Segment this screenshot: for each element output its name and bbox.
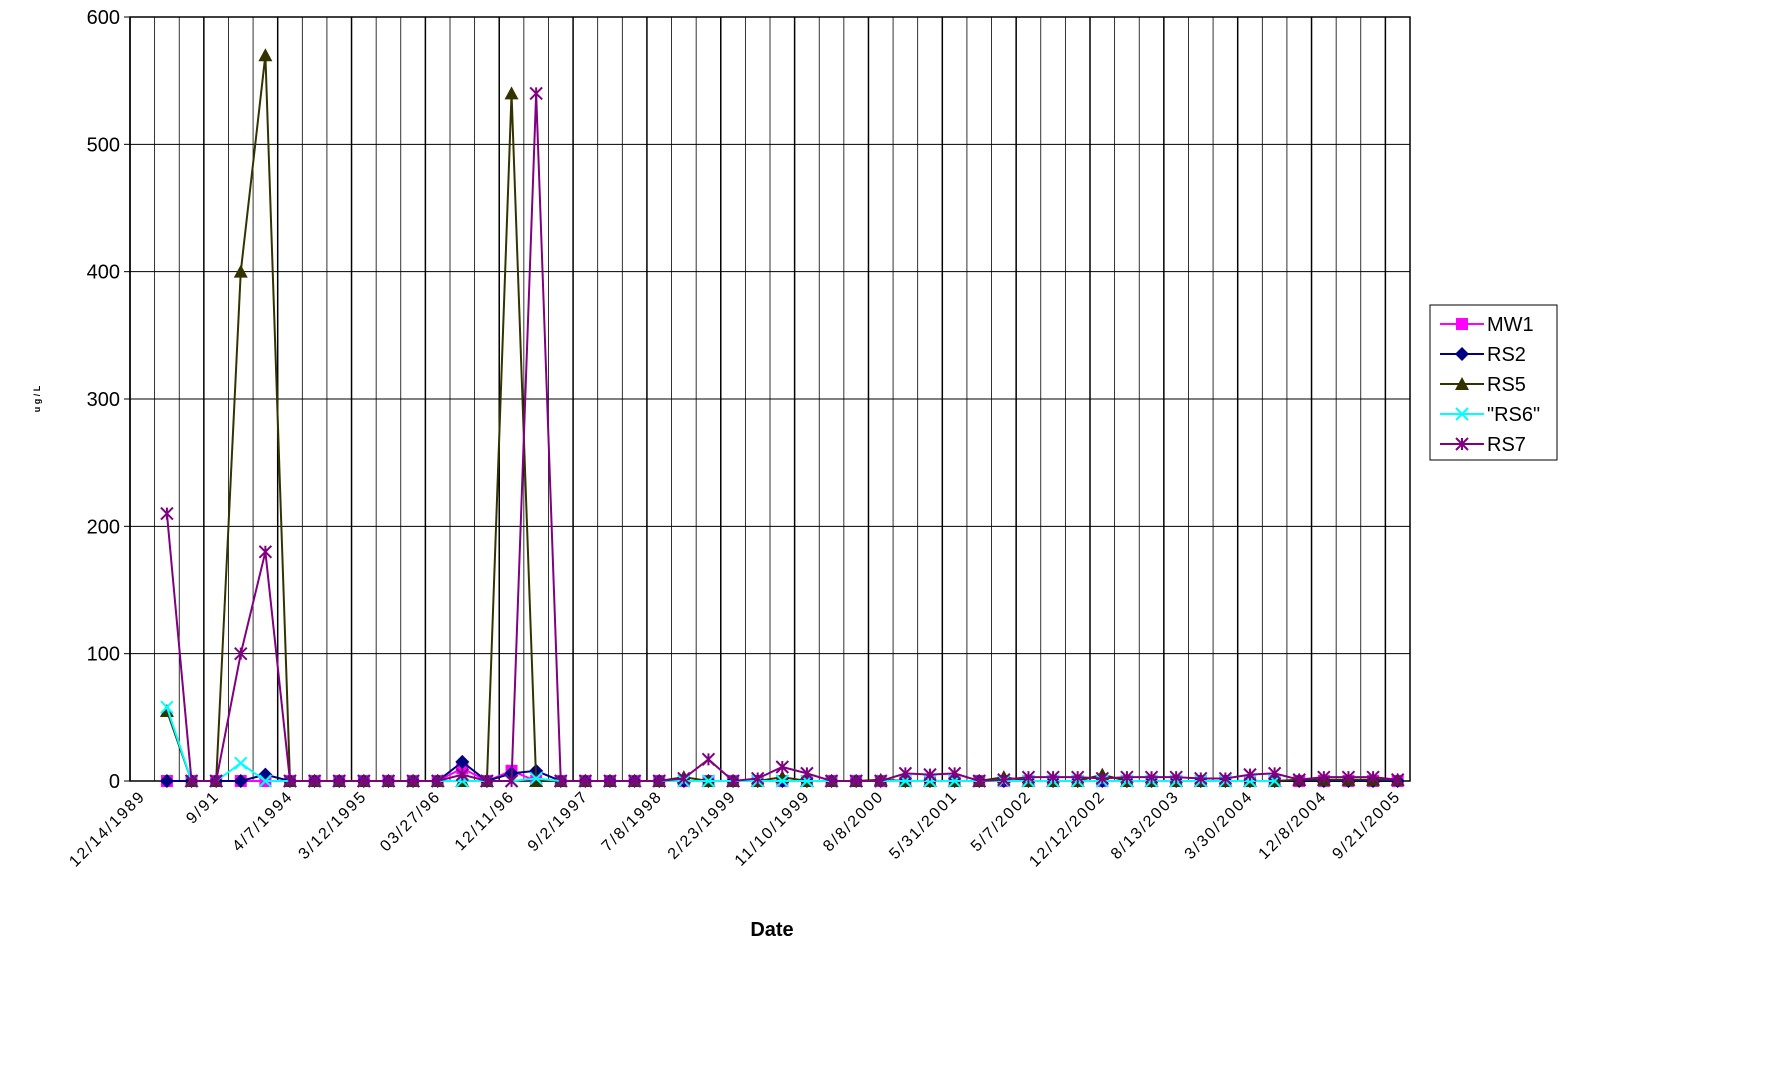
marker — [1218, 771, 1233, 786]
marker — [1046, 770, 1060, 784]
marker — [701, 752, 716, 767]
marker — [234, 756, 248, 770]
marker — [874, 774, 888, 788]
legend-label: RS5 — [1487, 374, 1526, 396]
marker — [603, 774, 617, 788]
marker — [972, 774, 986, 788]
marker — [455, 754, 470, 769]
y-tick-label: 100 — [87, 644, 120, 666]
marker — [775, 774, 790, 788]
y-tick-label: 600 — [87, 7, 120, 29]
marker — [1455, 437, 1469, 451]
marker — [701, 774, 716, 788]
marker — [554, 774, 568, 788]
marker — [159, 703, 174, 717]
marker — [1243, 774, 1257, 788]
marker — [233, 774, 248, 788]
marker — [1455, 377, 1469, 390]
marker — [529, 86, 543, 101]
marker — [357, 774, 371, 788]
marker — [1120, 770, 1134, 784]
legend-box — [1429, 304, 1558, 461]
marker — [159, 774, 174, 788]
marker — [160, 506, 174, 521]
marker — [898, 766, 913, 781]
marker — [258, 774, 273, 788]
marker — [1070, 770, 1085, 784]
marker — [578, 774, 593, 788]
marker — [1292, 773, 1306, 787]
series — [160, 86, 1405, 788]
y-tick-label: 400 — [87, 262, 120, 284]
marker — [677, 771, 691, 786]
legend-label: RS2 — [1487, 344, 1526, 366]
y-axis-title: u g / L — [32, 385, 42, 412]
plot — [159, 48, 1405, 788]
marker — [1341, 770, 1356, 784]
marker — [652, 774, 666, 788]
marker — [504, 774, 519, 788]
marker — [775, 770, 790, 784]
y-tick-label: 300 — [87, 389, 120, 411]
marker — [160, 700, 174, 714]
legend: MW1 RS2 RS5 "RS6" RS7 — [1440, 314, 1540, 456]
legend-label: MW1 — [1487, 314, 1534, 336]
marker — [923, 774, 937, 788]
marker — [849, 774, 863, 788]
marker — [947, 766, 962, 781]
marker — [775, 760, 790, 774]
marker — [234, 646, 248, 661]
marker — [233, 264, 248, 278]
y-tick-label: 0 — [109, 771, 120, 793]
marker — [1366, 770, 1380, 784]
marker — [750, 771, 765, 786]
marker — [1317, 770, 1331, 784]
marker — [726, 774, 740, 788]
marker — [923, 767, 937, 782]
marker — [332, 774, 346, 788]
marker — [1194, 771, 1208, 786]
marker — [480, 774, 494, 788]
marker — [1455, 407, 1469, 421]
marker — [184, 774, 199, 788]
x-axis-title: Date — [750, 919, 793, 941]
marker — [258, 48, 273, 62]
marker — [1390, 773, 1405, 787]
marker — [406, 774, 420, 788]
marker — [1169, 770, 1183, 784]
marker — [455, 774, 470, 788]
marker — [1095, 771, 1110, 786]
marker — [258, 545, 273, 559]
marker — [529, 771, 543, 786]
marker — [209, 774, 223, 788]
marker — [824, 774, 839, 788]
marker — [529, 774, 544, 787]
marker — [1455, 347, 1469, 361]
marker — [627, 774, 642, 788]
marker — [307, 774, 322, 788]
marker — [1021, 770, 1036, 784]
y-tick-label: 500 — [87, 134, 120, 156]
marker — [800, 766, 814, 781]
legend-label: RS7 — [1487, 434, 1526, 456]
marker — [1144, 770, 1159, 784]
marker — [455, 767, 470, 782]
marker — [430, 774, 445, 788]
marker — [1267, 766, 1282, 781]
marker — [504, 86, 519, 100]
marker — [283, 774, 297, 788]
marker — [381, 774, 396, 788]
legend-label: "RS6" — [1487, 404, 1540, 426]
marker — [1456, 318, 1468, 330]
marker — [1243, 767, 1257, 782]
y-tick-label: 200 — [87, 516, 120, 538]
marker — [997, 773, 1011, 787]
